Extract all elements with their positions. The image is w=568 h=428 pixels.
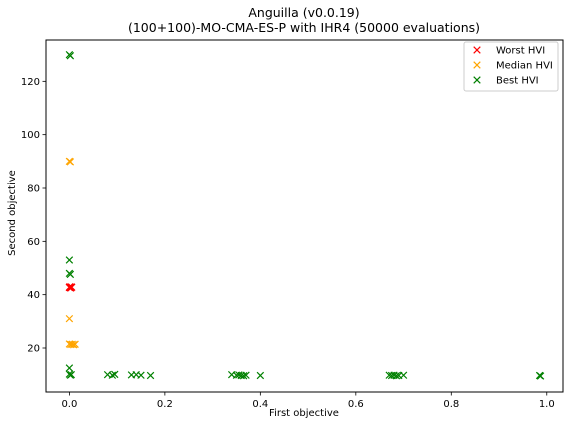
legend-entries: Worst HVI Median HVI Best HVI (473, 46, 553, 87)
data-point (392, 372, 401, 380)
data-point (68, 283, 76, 291)
y-tick-label: 100 (21, 130, 40, 141)
series-2 (65, 157, 79, 349)
y-tick-label: 80 (27, 184, 40, 195)
x-axis-ticks: 0.0 0.2 0.4 0.6 0.8 1.0 (61, 392, 555, 410)
y-tick-label: 60 (27, 237, 40, 248)
legend-entry: Median HVI (473, 61, 553, 72)
data-point (67, 370, 76, 379)
x-tick-label: 0.2 (157, 399, 173, 410)
legend-label: Median HVI (496, 61, 553, 72)
plot-area-frame (45, 39, 564, 393)
data-point (65, 256, 74, 264)
x-axis-label: First objective (269, 408, 339, 419)
series-1 (65, 282, 76, 292)
y-tick-label: 40 (27, 290, 40, 301)
legend-marker (473, 46, 481, 54)
data-point (69, 341, 78, 349)
data-point (536, 372, 545, 380)
data-point (399, 371, 408, 379)
legend: Worst HVI Median HVI Best HVI (463, 41, 559, 92)
chart-title: Anguilla (v0.0.19) (248, 5, 359, 20)
chart-subtitle: (100+100)-MO-CMA-ES-P with IHR4 (50000 e… (128, 20, 480, 35)
legend-marker (473, 61, 481, 69)
data-point (146, 371, 155, 380)
y-tick-label: 120 (21, 77, 40, 88)
y-tick-label: 20 (27, 344, 40, 355)
legend-marker (473, 76, 481, 84)
data-point (242, 371, 250, 379)
data-point (66, 52, 75, 60)
legend-entry: Best HVI (473, 76, 539, 87)
data-point (68, 340, 76, 348)
x-tick-label: 0.0 (61, 399, 77, 410)
data-point (239, 372, 248, 380)
y-axis-ticks: 20 40 60 80 100 120 (21, 77, 46, 355)
x-tick-label: 0.8 (443, 399, 459, 410)
data-point (137, 371, 145, 379)
data-point (65, 364, 74, 372)
legend-entry: Worst HVI (473, 46, 545, 57)
data-point (108, 371, 117, 379)
y-axis-label: Second objective (7, 170, 18, 256)
data-point (71, 340, 79, 348)
legend-label: Best HVI (496, 76, 539, 87)
data-point (256, 371, 265, 380)
legend-label: Worst HVI (496, 46, 545, 57)
data-points (65, 50, 545, 380)
series-3 (65, 50, 545, 380)
x-tick-label: 0.6 (348, 399, 364, 410)
data-point (66, 158, 75, 166)
data-point (65, 283, 74, 292)
data-point (65, 314, 74, 323)
x-tick-label: 0.4 (252, 399, 268, 410)
legend-frame (463, 41, 559, 92)
x-tick-label: 1.0 (539, 399, 555, 410)
data-point (111, 370, 119, 379)
data-point (66, 270, 75, 279)
